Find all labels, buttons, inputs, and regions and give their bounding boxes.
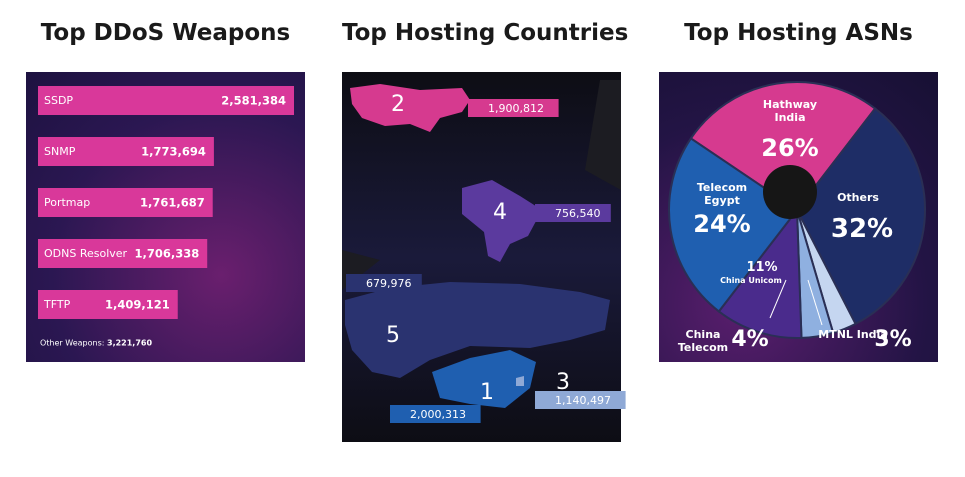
bar-value: 1,773,694	[141, 145, 206, 159]
note-value: 3,221,760	[107, 339, 152, 348]
slice-name: MTNL India	[818, 328, 888, 341]
rank: 1	[480, 380, 494, 405]
country	[432, 350, 536, 408]
leader	[769, 279, 787, 319]
slice-value: 26%	[761, 133, 819, 162]
value-box	[535, 391, 626, 409]
chart-title: Top Hosting Countries	[342, 20, 629, 46]
bar	[38, 86, 294, 115]
country	[516, 376, 524, 386]
chart-title: Top Hosting ASNs	[684, 20, 913, 46]
pie-slice	[717, 207, 803, 339]
bar	[38, 239, 208, 268]
slice-name: Telecom Egypt	[696, 181, 748, 208]
slice-name: Others	[837, 191, 879, 204]
bar-category: ODNS Resolver	[44, 247, 128, 260]
rank: 2	[391, 92, 405, 117]
chart-title: Top DDoS Weapons	[40, 20, 291, 46]
rank: 3	[556, 370, 570, 395]
value-label: 1,900,812	[488, 102, 544, 115]
slice-value: 11%	[746, 260, 778, 276]
country	[350, 84, 470, 132]
bar-value: 1,761,687	[140, 196, 205, 210]
slice-name: Hathway India	[762, 98, 818, 125]
country	[345, 282, 610, 378]
slice-value: 3%	[874, 326, 912, 352]
bar	[38, 290, 178, 319]
bar-value: 1,409,121	[105, 298, 170, 312]
value-label: 1,140,497	[555, 394, 611, 407]
bar-category: SSDP	[44, 94, 73, 107]
leader	[807, 279, 823, 326]
pie-hole	[763, 165, 817, 219]
bar	[38, 188, 213, 217]
bar-value: 2,581,384	[221, 94, 286, 108]
bar-category: TFTP	[43, 298, 71, 311]
value-box	[468, 99, 559, 117]
pie-slice	[689, 81, 877, 212]
land	[585, 80, 621, 190]
slice-value: 4%	[731, 326, 769, 352]
value-label: 756,540	[555, 207, 601, 220]
value-box	[535, 204, 611, 222]
pie-slice	[795, 107, 926, 326]
rank: 4	[493, 200, 507, 225]
bar-category: SNMP	[44, 145, 76, 158]
bar-category: Portmap	[44, 196, 90, 209]
slice-value: 24%	[693, 209, 751, 238]
rank: 5	[386, 323, 400, 348]
value-box	[390, 405, 481, 423]
country	[462, 180, 542, 262]
value-label: 679,976	[366, 277, 412, 290]
bar-value: 1,706,338	[134, 247, 199, 261]
bar	[38, 137, 214, 166]
value-label: 2,000,313	[410, 408, 466, 421]
slice-name: China Telecom	[677, 328, 729, 355]
slice-value: 32%	[830, 214, 894, 245]
pie-slice	[668, 137, 799, 313]
slice-name: China Unicom	[720, 276, 782, 285]
note-label: Other Weapons:	[40, 339, 104, 348]
value-box	[346, 274, 422, 292]
